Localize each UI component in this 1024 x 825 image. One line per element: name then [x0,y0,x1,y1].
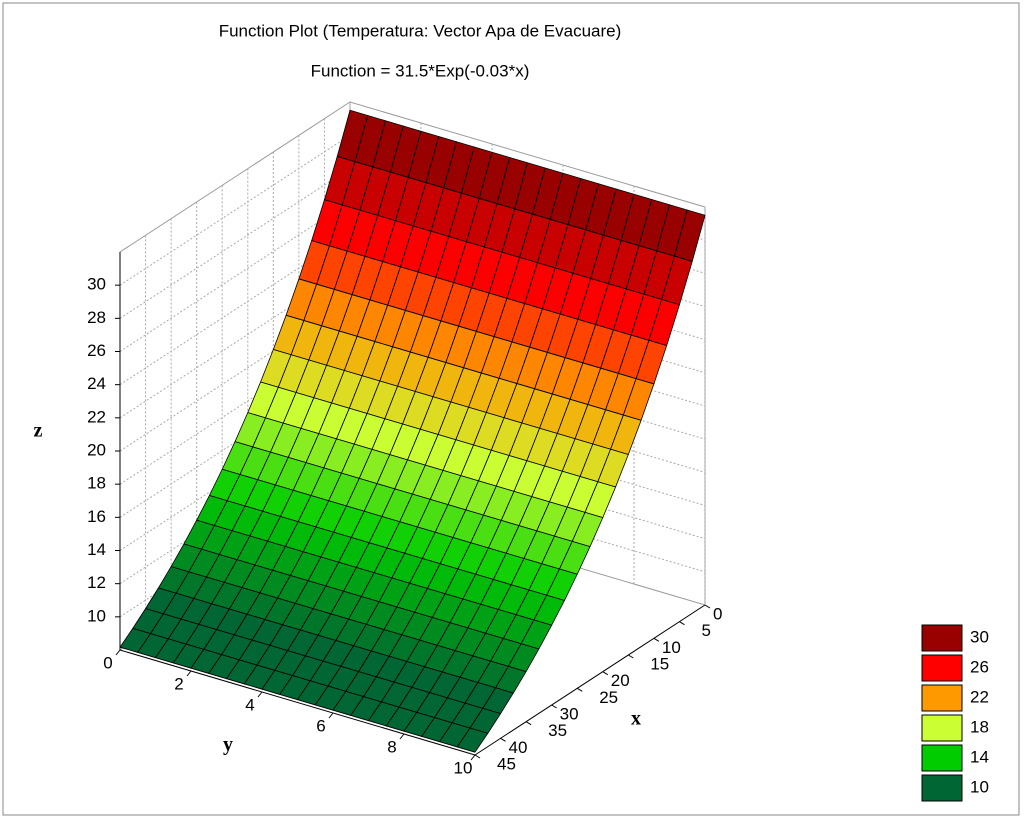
legend-swatch [921,774,963,802]
legend-swatch [921,714,963,742]
y-tick-label: 0 [103,653,112,672]
x-tick [602,671,609,676]
chart-subtitle: Function = 31.5*Exp(-0.03*x) [311,61,530,80]
z-axis-label: z [34,420,43,442]
y-tick-label: 2 [174,674,183,693]
x-tick-label: 25 [599,688,618,707]
y-tick-label: 4 [245,695,254,714]
legend-label: 22 [970,687,989,706]
legend-swatch [921,684,963,712]
z-tick-label: 10 [87,606,106,625]
chart-title: Function Plot (Temperatura: Vector Apa d… [219,21,622,40]
legend-swatch [921,654,963,682]
y-tick [470,754,476,761]
legend-label: 10 [970,777,989,796]
x-tick-label: 40 [509,738,528,757]
x-tick [551,704,557,709]
legend-label: 18 [970,717,989,736]
y-tick-label: 6 [316,716,325,735]
x-tick-label: 10 [662,638,681,657]
z-tick-label: 12 [87,573,106,592]
x-tick-label: 15 [650,654,669,673]
x-axis-label: x [631,708,641,730]
z-tick-label: 16 [87,507,106,526]
x-tick [576,687,583,692]
legend-swatch [921,744,963,772]
z-tick-label: 30 [87,275,106,294]
y-tick [115,649,121,656]
y-tick [257,691,263,698]
z-tick-label: 28 [87,308,106,327]
x-tick [704,604,711,609]
z-tick-label: 18 [87,474,106,493]
x-tick-label: 0 [713,604,722,623]
legend-label: 30 [970,627,989,646]
x-tick [474,754,481,759]
x-tick [679,621,685,626]
x-tick-label: 5 [701,621,710,640]
y-tick [186,670,192,677]
x-axis [474,604,706,756]
x-tick-label: 20 [611,671,630,690]
y-tick-label: 8 [387,737,396,756]
z-tick-label: 20 [87,440,106,459]
y-axis-label: y [223,734,233,756]
x-tick [628,654,634,659]
z-tick-label: 14 [87,540,106,559]
legend-label: 14 [970,747,989,766]
y-tick [399,733,405,740]
y-axis [119,649,476,756]
legend-swatch [921,624,963,652]
x-tick [525,721,532,726]
legend-label: 26 [970,657,989,676]
z-tick-label: 22 [87,407,106,426]
z-tick-label: 26 [87,341,106,360]
x-tick-label: 35 [548,721,567,740]
x-tick-label: 30 [560,704,579,723]
z-tick-label: 24 [87,374,106,393]
surface-cell [456,727,489,753]
x-tick [653,637,660,642]
x-tick-label: 45 [497,754,516,773]
y-tick [328,712,334,719]
x-tick [500,737,506,742]
y-tick-label: 10 [454,758,473,777]
